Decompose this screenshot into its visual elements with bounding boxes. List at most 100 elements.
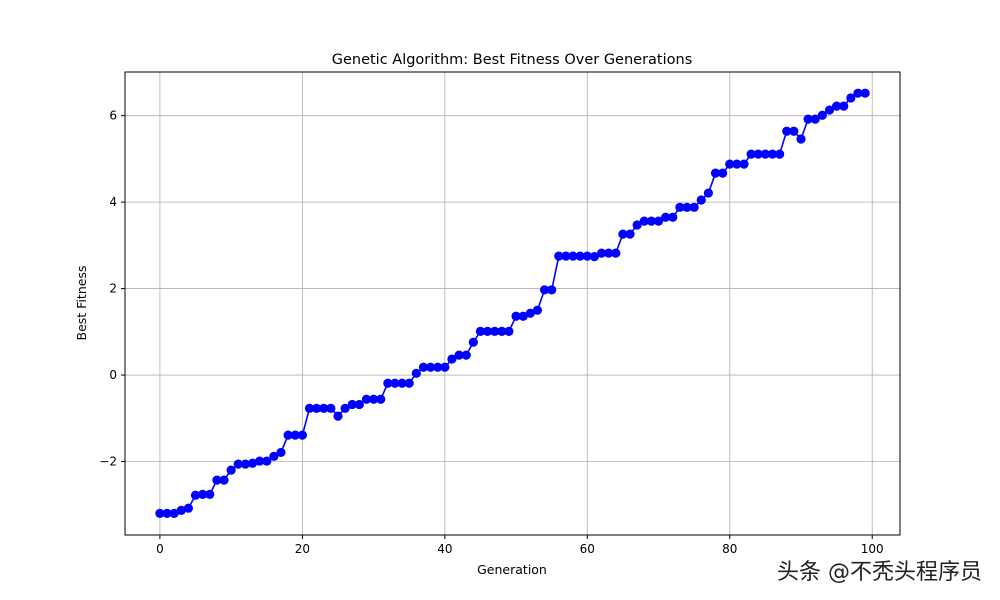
data-point xyxy=(661,212,671,222)
x-tick-label: 80 xyxy=(722,542,737,556)
data-point xyxy=(475,326,486,336)
data-point xyxy=(319,403,329,413)
data-point xyxy=(247,458,258,468)
data-point xyxy=(490,326,500,336)
data-point xyxy=(539,285,550,295)
data-point xyxy=(547,285,557,295)
data-point xyxy=(775,149,785,159)
data-point xyxy=(283,430,293,440)
y-tick-label: 0 xyxy=(109,368,117,382)
data-point xyxy=(789,126,799,136)
data-point xyxy=(297,430,307,440)
data-point xyxy=(710,168,721,178)
data-point xyxy=(497,326,507,336)
data-point xyxy=(226,465,236,475)
data-point xyxy=(212,475,222,485)
data-point xyxy=(810,114,820,124)
data-point xyxy=(404,378,414,388)
data-point xyxy=(390,378,400,388)
data-point xyxy=(632,220,642,230)
x-tick-label: 40 xyxy=(437,542,452,556)
data-point xyxy=(732,159,742,169)
data-point xyxy=(760,149,770,159)
data-point xyxy=(376,394,386,404)
x-tick-label: 60 xyxy=(580,542,595,556)
data-point xyxy=(155,508,165,518)
chart-title: Genetic Algorithm: Best Fitness Over Gen… xyxy=(332,52,693,68)
data-point xyxy=(233,459,243,469)
y-tick-label: −2 xyxy=(99,455,117,469)
data-point xyxy=(347,399,357,410)
data-point xyxy=(718,168,728,178)
data-point xyxy=(568,251,578,261)
watermark: 头条 @不秃头程序员 xyxy=(777,560,982,585)
data-point xyxy=(397,378,407,388)
data-point xyxy=(803,114,813,124)
y-tick-label: 4 xyxy=(109,195,117,209)
data-point xyxy=(832,101,842,111)
data-point xyxy=(440,362,450,372)
data-point xyxy=(190,490,201,500)
data-point xyxy=(611,248,621,258)
data-point xyxy=(326,403,336,413)
data-point xyxy=(653,216,664,226)
data-point xyxy=(198,489,208,499)
data-point xyxy=(596,248,607,258)
data-point xyxy=(518,311,528,321)
data-point xyxy=(290,430,300,440)
data-point xyxy=(532,305,543,315)
x-axis-label: Generation xyxy=(477,562,547,577)
data-point xyxy=(511,311,521,321)
data-point xyxy=(482,326,493,336)
data-point xyxy=(739,159,749,169)
data-point xyxy=(461,350,471,360)
data-point xyxy=(219,475,229,485)
data-point xyxy=(589,251,600,262)
data-point xyxy=(575,251,585,261)
data-point xyxy=(846,93,856,103)
plot-frame xyxy=(124,71,901,536)
x-tick-label: 100 xyxy=(861,542,884,556)
data-point xyxy=(340,403,350,413)
data-point xyxy=(433,362,443,372)
data-point xyxy=(333,411,343,421)
data-point xyxy=(796,134,806,144)
data-point xyxy=(860,88,870,98)
data-point xyxy=(696,195,706,205)
data-point xyxy=(618,229,628,239)
x-tick-label: 20 xyxy=(295,542,310,556)
data-point xyxy=(554,251,564,261)
data-point xyxy=(276,447,286,458)
data-point xyxy=(817,110,827,120)
data-point xyxy=(468,337,478,347)
data-point xyxy=(839,101,849,111)
data-point xyxy=(753,149,763,159)
data-point xyxy=(853,88,863,98)
data-point xyxy=(582,251,592,261)
data-point xyxy=(504,326,514,336)
data-point xyxy=(255,456,265,466)
data-point xyxy=(383,378,393,388)
data-point xyxy=(668,212,678,222)
y-tick-label: 6 xyxy=(109,109,117,123)
y-axis-label: Best Fitness xyxy=(74,266,89,341)
data-point xyxy=(625,229,635,239)
data-point xyxy=(354,399,364,410)
data-point xyxy=(269,451,279,461)
data-point xyxy=(782,126,792,136)
data-point xyxy=(824,105,835,115)
data-point xyxy=(703,188,713,198)
data-point xyxy=(675,202,685,212)
data-point xyxy=(639,216,649,226)
data-point xyxy=(425,362,436,372)
data-point xyxy=(176,505,186,515)
data-point xyxy=(169,508,179,518)
data-point xyxy=(183,503,193,513)
data-point xyxy=(682,202,692,212)
data-point xyxy=(454,350,464,360)
data-point xyxy=(525,308,535,318)
data-point xyxy=(368,394,379,404)
x-tick-label: 0 xyxy=(156,542,164,556)
data-point xyxy=(447,354,457,364)
data-point xyxy=(604,248,614,258)
